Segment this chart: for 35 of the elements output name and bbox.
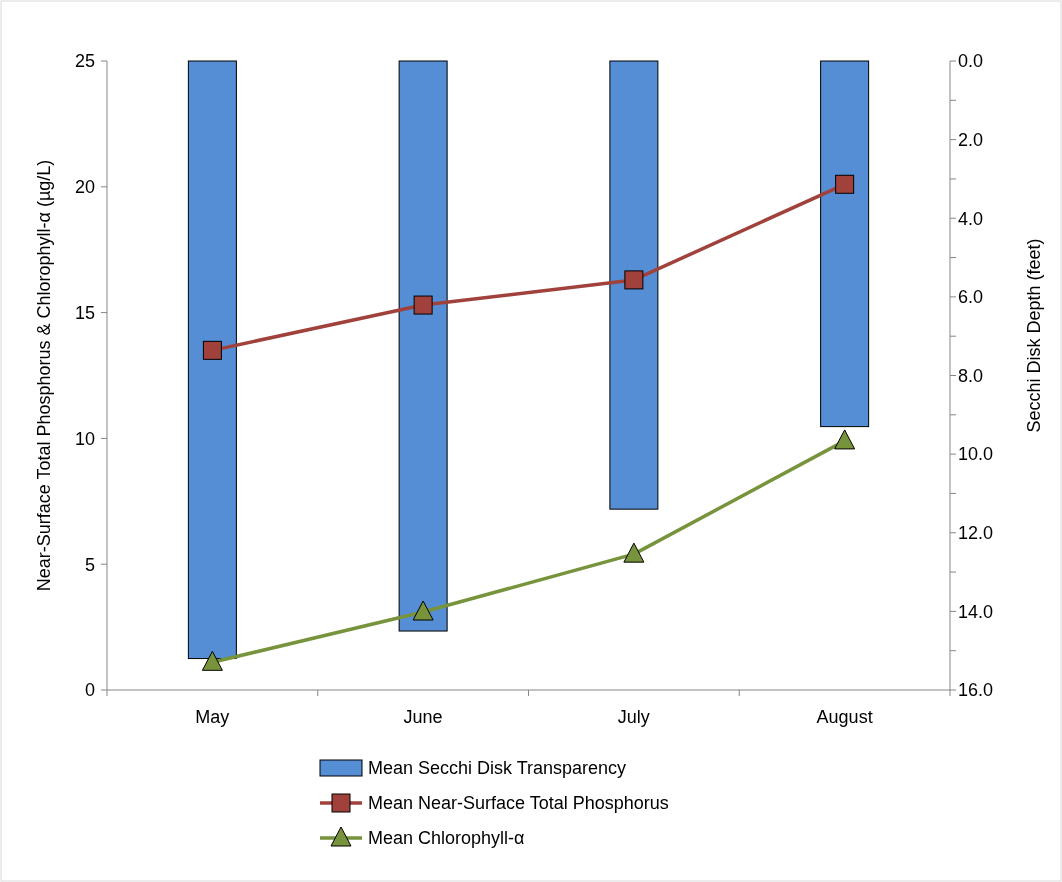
y2-tick-label: 14.0 bbox=[958, 601, 994, 622]
point bbox=[412, 600, 434, 621]
point bbox=[201, 650, 223, 671]
x-tick-label: August bbox=[816, 707, 873, 727]
y2-axis-title: Secchi Disk Depth (feet) bbox=[1024, 238, 1044, 433]
point bbox=[202, 340, 222, 360]
legend-label: Mean Near-Surface Total Phosphorus bbox=[368, 793, 669, 814]
x-tick-label: June bbox=[403, 707, 443, 727]
bar bbox=[609, 60, 659, 510]
y2-tick-label: 0.0 bbox=[958, 51, 984, 72]
point bbox=[624, 270, 644, 290]
point bbox=[623, 542, 645, 563]
x-tick-label: July bbox=[617, 707, 650, 727]
y2-tick-label: 10.0 bbox=[958, 444, 994, 465]
y2-tick-label: 4.0 bbox=[958, 208, 984, 229]
y-tick-label: 15 bbox=[74, 302, 95, 323]
x-tick-label: May bbox=[195, 707, 230, 727]
point bbox=[835, 174, 855, 194]
y2-tick-label: 2.0 bbox=[958, 129, 984, 150]
y2-tick-label: 6.0 bbox=[958, 287, 984, 308]
bar bbox=[398, 60, 448, 632]
point bbox=[413, 295, 433, 315]
bar bbox=[820, 60, 870, 428]
y2-tick-label: 16.0 bbox=[958, 680, 994, 701]
y-tick-label: 10 bbox=[74, 428, 95, 449]
y2-tick-label: 8.0 bbox=[958, 365, 984, 386]
y-tick-label: 25 bbox=[74, 51, 95, 72]
y-tick-label: 20 bbox=[74, 177, 95, 198]
point bbox=[834, 429, 856, 450]
y-tick-label: 0 bbox=[84, 680, 95, 701]
y-axis-title: Near-Surface Total Phosphorus & Chlorophyll-α (µg/L) bbox=[34, 159, 54, 592]
legend-label: Mean Chlorophyll-α bbox=[368, 828, 525, 849]
y-tick-label: 5 bbox=[84, 554, 95, 575]
legend-label: Mean Secchi Disk Transparency bbox=[368, 758, 627, 779]
y2-tick-label: 12.0 bbox=[958, 523, 994, 544]
